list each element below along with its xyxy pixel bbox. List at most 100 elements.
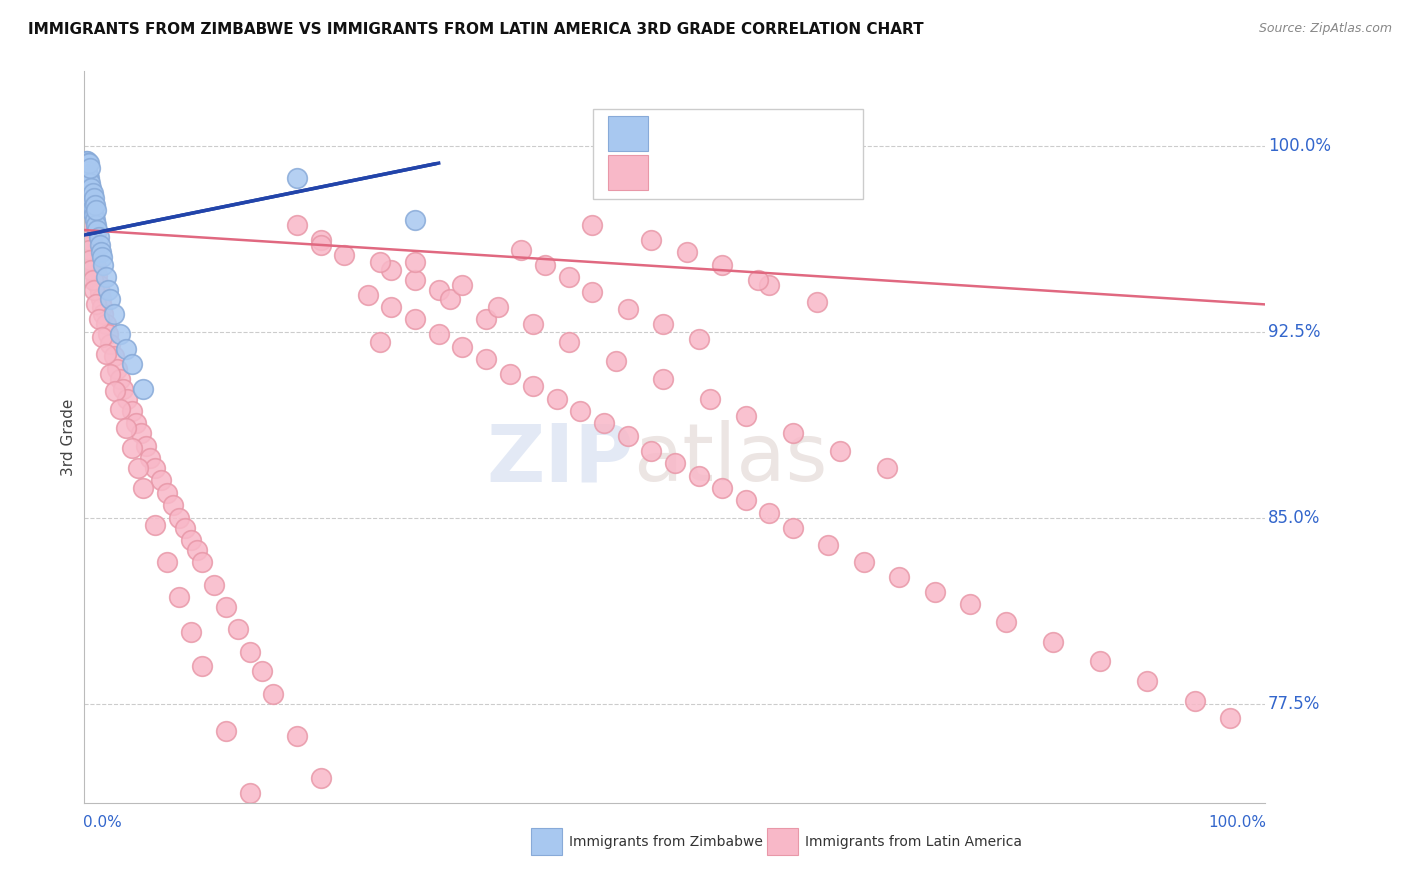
Point <box>107 362 129 376</box>
Point <box>143 518 166 533</box>
Point <box>77 201 100 215</box>
Point <box>103 350 125 364</box>
Point <box>75 169 97 183</box>
Text: atlas: atlas <box>634 420 828 498</box>
Point <box>83 260 105 275</box>
Point <box>924 585 946 599</box>
Point <box>143 461 166 475</box>
Point <box>90 293 112 307</box>
Point <box>285 218 308 232</box>
Point <box>162 498 184 512</box>
Text: N =: N = <box>763 164 800 182</box>
Point <box>75 194 97 208</box>
Point <box>77 220 100 235</box>
Point <box>581 285 603 299</box>
Point <box>94 318 117 332</box>
Point <box>80 195 103 210</box>
Point <box>77 243 100 257</box>
Text: 77.5%: 77.5% <box>1268 695 1320 713</box>
Point <box>239 644 262 658</box>
Point <box>498 367 520 381</box>
Point <box>80 245 103 260</box>
Point <box>94 270 117 285</box>
Point <box>616 429 638 443</box>
Point <box>79 252 101 267</box>
Point <box>77 238 100 252</box>
Point <box>475 351 498 366</box>
Text: Immigrants from Latin America: Immigrants from Latin America <box>804 835 1022 849</box>
Point <box>89 285 111 299</box>
Point <box>84 203 107 218</box>
Point <box>557 334 579 349</box>
Point <box>79 176 101 190</box>
Point <box>87 230 110 244</box>
Point <box>186 542 208 557</box>
Point <box>82 201 104 215</box>
Point <box>82 238 104 252</box>
Point <box>711 481 734 495</box>
Point <box>782 426 804 441</box>
FancyBboxPatch shape <box>768 829 797 855</box>
Point <box>557 270 579 285</box>
Point <box>534 258 557 272</box>
Point <box>262 843 284 857</box>
Point <box>114 421 136 435</box>
Point <box>91 258 114 272</box>
Point <box>357 287 380 301</box>
Point <box>699 392 721 406</box>
Point <box>77 216 100 230</box>
Point <box>758 277 780 292</box>
Point <box>82 272 104 286</box>
Point <box>546 392 568 406</box>
Point <box>79 191 101 205</box>
Point <box>239 786 262 800</box>
FancyBboxPatch shape <box>531 829 561 855</box>
Point <box>91 307 114 321</box>
Point <box>711 258 734 272</box>
Point <box>112 382 135 396</box>
Point <box>104 384 127 399</box>
Point <box>83 208 105 222</box>
Point <box>76 201 98 215</box>
Text: N =: N = <box>763 122 800 140</box>
Point <box>510 243 533 257</box>
Point <box>180 624 202 639</box>
Point <box>309 238 332 252</box>
Point <box>380 300 402 314</box>
Point <box>139 451 162 466</box>
Point <box>640 233 662 247</box>
Point <box>76 218 98 232</box>
Point <box>734 493 756 508</box>
Point <box>652 372 675 386</box>
Point <box>285 729 308 743</box>
Point <box>404 272 426 286</box>
Point <box>79 235 101 250</box>
Point <box>309 771 332 785</box>
Point <box>427 283 450 297</box>
Point <box>103 307 125 321</box>
Point <box>79 223 101 237</box>
Point <box>97 327 120 342</box>
Point <box>86 223 108 237</box>
Point <box>108 372 131 386</box>
Point <box>889 570 911 584</box>
Point <box>76 163 98 178</box>
Point <box>1184 694 1206 708</box>
Point <box>522 379 544 393</box>
Point <box>285 171 308 186</box>
Point <box>127 461 149 475</box>
Point <box>250 665 273 679</box>
Point <box>758 506 780 520</box>
Point <box>75 208 97 222</box>
Point <box>1136 674 1159 689</box>
Point <box>84 268 107 282</box>
Point <box>581 218 603 232</box>
Point <box>84 297 107 311</box>
Point <box>593 417 616 431</box>
Point <box>76 176 98 190</box>
Point <box>605 354 627 368</box>
FancyBboxPatch shape <box>593 109 863 199</box>
Text: 43: 43 <box>808 122 831 140</box>
Point <box>522 318 544 332</box>
Point <box>77 171 100 186</box>
